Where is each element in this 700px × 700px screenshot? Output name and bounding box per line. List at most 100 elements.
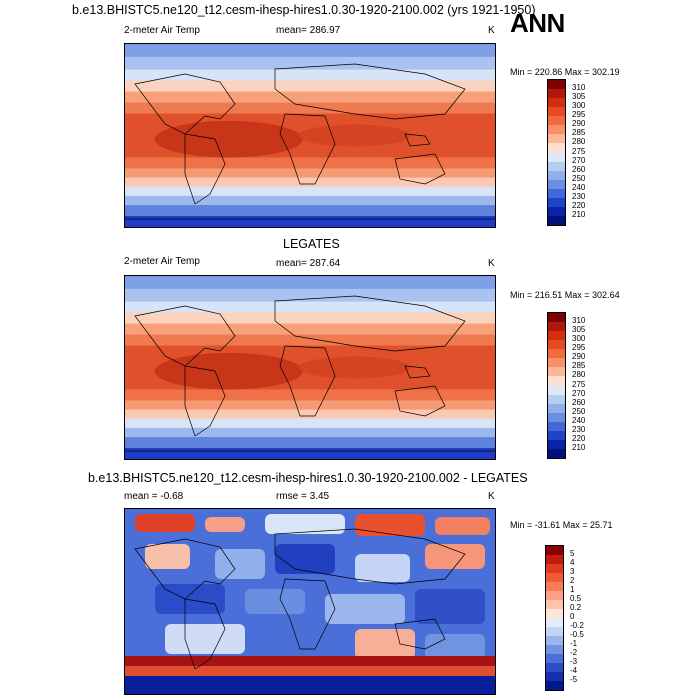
panel3-minmax: Min = -31.61 Max = 25.71 <box>510 520 613 530</box>
colorbar-swatch <box>546 564 563 573</box>
anomaly-patch <box>355 514 425 536</box>
panel3-rmse: rmse = 3.45 <box>276 491 330 502</box>
panel3-colorbar <box>545 545 564 691</box>
panel2-mean: mean= 287.64 <box>276 258 341 269</box>
panel1-units: K <box>488 25 495 36</box>
temperature-band <box>125 168 495 179</box>
colorbar-label: 305 <box>572 92 586 102</box>
panel1-colorbar-labels: 310 305 300 295 290 285 280 275 270 260 250 240 230 2… <box>570 79 610 226</box>
warm-pool <box>298 124 410 147</box>
panel2-colorbar-labels: 310 305 300 295 290 285 280 275 270 260 250 240 230 2… <box>570 312 610 459</box>
continent-outline <box>394 385 446 417</box>
colorbar-swatch <box>546 618 563 627</box>
colorbar-swatch <box>548 448 565 458</box>
temperature-band <box>125 334 495 347</box>
warm-pool <box>298 356 410 379</box>
colorbar-label: 4 <box>570 558 575 567</box>
colorbar-label: 260 <box>572 164 586 174</box>
colorbar-label: -3 <box>570 657 578 666</box>
panel3-mean: mean = -0.68 <box>124 491 184 502</box>
anomaly-patch <box>245 589 305 614</box>
colorbar-swatch <box>546 627 563 636</box>
colorbar-label: -0.5 <box>570 630 584 639</box>
colorbar-label: 1 <box>570 585 575 594</box>
colorbar-swatch <box>548 412 565 422</box>
colorbar-swatch <box>548 215 565 225</box>
panel2-colorbar <box>547 312 566 459</box>
panel2-map-plot <box>125 276 495 459</box>
temperature-band <box>125 216 495 227</box>
colorbar-label: 260 <box>572 397 586 407</box>
panel3-map <box>124 508 496 695</box>
continent-outline <box>394 153 446 185</box>
colorbar-label: 230 <box>572 191 586 201</box>
antarctic-cold-band <box>125 676 495 694</box>
colorbar-swatch <box>548 89 565 99</box>
panel3-units: K <box>488 491 495 502</box>
warm-pool <box>154 120 303 158</box>
temperature-band <box>125 205 495 218</box>
colorbar-label: -0.2 <box>570 621 584 630</box>
anomaly-patch <box>265 514 345 534</box>
colorbar-label: -5 <box>570 675 578 684</box>
colorbar-label: 270 <box>572 155 586 165</box>
temperature-band <box>125 276 495 290</box>
anomaly-patch <box>145 544 190 569</box>
colorbar-swatch <box>548 394 565 404</box>
colorbar-swatch <box>548 116 565 126</box>
colorbar-label: 230 <box>572 424 586 434</box>
colorbar-swatch <box>548 376 565 386</box>
temperature-band <box>125 312 495 325</box>
warm-pool <box>154 352 303 390</box>
colorbar-label: 310 <box>572 316 586 326</box>
colorbar-swatch <box>546 609 563 618</box>
colorbar-swatch <box>546 582 563 591</box>
anomaly-patch <box>155 584 225 614</box>
temperature-band <box>125 69 495 82</box>
colorbar-label: 290 <box>572 119 586 129</box>
panel3-colorbar-labels: 5 4 3 2 1 0.5 0.2 0 -0.2 -0.5 -1 -2 -3 -4 -5 <box>568 545 608 691</box>
colorbar-label: 0 <box>570 612 575 621</box>
colorbar-label: 210 <box>572 442 586 452</box>
temperature-band <box>125 448 495 459</box>
temperature-band <box>125 288 495 303</box>
continent-outline <box>184 133 226 205</box>
colorbar-swatch <box>548 367 565 377</box>
panel1-map-plot <box>125 44 495 227</box>
temperature-band <box>125 186 495 197</box>
panel2-map <box>124 275 496 460</box>
temperature-band <box>125 323 495 336</box>
colorbar-swatch <box>548 179 565 189</box>
colorbar-label: 280 <box>572 370 586 380</box>
colorbar-swatch <box>548 349 565 359</box>
colorbar-swatch <box>548 80 565 90</box>
colorbar-label: 290 <box>572 352 586 362</box>
colorbar-swatch <box>548 430 565 440</box>
continent-outline <box>134 73 236 135</box>
colorbar-swatch <box>546 681 563 690</box>
colorbar-swatch <box>546 645 563 654</box>
continent-outline <box>404 133 431 147</box>
colorbar-swatch <box>548 152 565 162</box>
colorbar-label: 310 <box>572 83 586 93</box>
panel3-map-plot <box>125 509 495 694</box>
colorbar-swatch <box>548 188 565 198</box>
continent-outline <box>279 345 336 417</box>
colorbar-label: 220 <box>572 433 586 443</box>
anomaly-patch <box>205 517 245 532</box>
anomaly-patch <box>425 634 485 659</box>
temperature-band <box>125 157 495 170</box>
continent-outline <box>134 538 236 600</box>
colorbar-swatch <box>548 170 565 180</box>
anomaly-patch <box>265 629 335 654</box>
colorbar-label: -2 <box>570 648 578 657</box>
colorbar-swatch <box>548 331 565 341</box>
colorbar-label: -4 <box>570 666 578 675</box>
colorbar-swatch <box>548 313 565 323</box>
colorbar-label: 295 <box>572 110 586 120</box>
colorbar-swatch <box>546 636 563 645</box>
colorbar-swatch <box>548 322 565 332</box>
anomaly-patch <box>425 544 485 569</box>
temperature-band <box>125 400 495 411</box>
panel1-mean: mean= 286.97 <box>276 25 341 36</box>
